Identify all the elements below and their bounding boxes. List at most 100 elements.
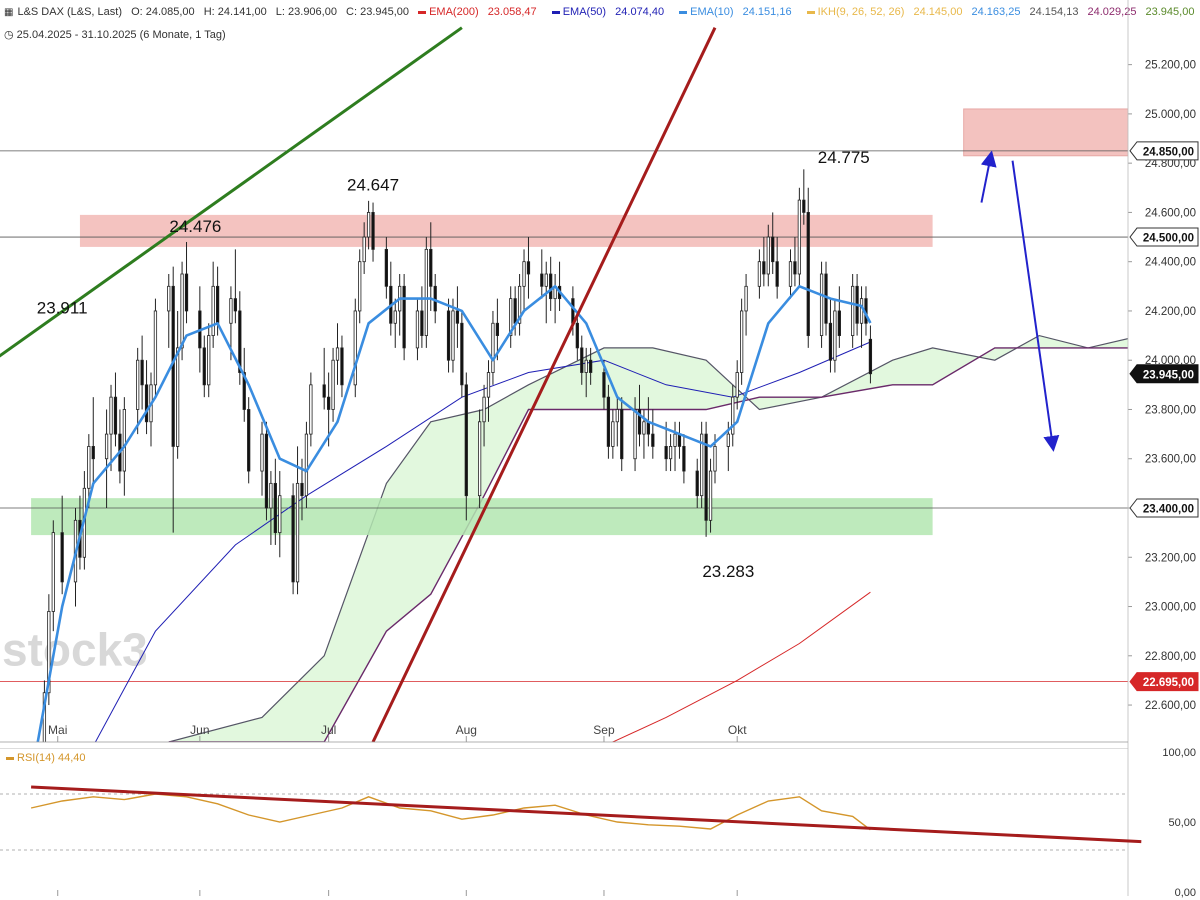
candle xyxy=(233,249,237,324)
candle xyxy=(859,286,864,348)
candle-body xyxy=(153,310,158,386)
candle-body xyxy=(651,433,655,447)
rsi-panel xyxy=(0,748,1142,851)
rsi-tick-label: 0,00 xyxy=(1175,887,1196,899)
candle xyxy=(682,434,686,484)
candle-body xyxy=(819,273,824,336)
candle-body xyxy=(104,433,109,460)
candle-body xyxy=(242,372,246,410)
candle-body xyxy=(47,611,51,694)
price-tag-box xyxy=(1129,141,1199,161)
candle xyxy=(371,202,375,262)
candle-body xyxy=(87,446,91,489)
candle-body xyxy=(478,421,482,497)
candle xyxy=(60,495,64,595)
candle-body xyxy=(482,396,486,423)
legend-ikh-label: IKH(9, 26, 52, 26) xyxy=(817,6,905,18)
candle xyxy=(291,483,295,595)
candle-body xyxy=(611,421,615,447)
candle xyxy=(819,261,824,348)
watermark: stock3 xyxy=(2,624,148,676)
candle-body xyxy=(549,273,553,300)
candle xyxy=(167,274,171,348)
candle-body xyxy=(633,409,637,460)
candle xyxy=(113,372,118,447)
candle xyxy=(762,237,766,287)
chart-legend: ▦ L&S DAX (L&S, Last) O: 24.085,00 H: 24.… xyxy=(4,6,1200,18)
legend-ikh-v5: 23.945,00 xyxy=(1145,6,1195,18)
candle-body xyxy=(837,310,841,336)
legend-ikh-v4: 24.029,25 xyxy=(1087,6,1137,18)
candle-body xyxy=(202,347,206,386)
legend-ikh-v3: 24.154,13 xyxy=(1029,6,1079,18)
candle xyxy=(833,298,837,373)
legend-close: C: 23.945,00 xyxy=(346,6,410,18)
legend-ema10: EMA(10) 24.151,16 xyxy=(679,6,797,18)
up-arrow xyxy=(980,150,997,203)
candle-body xyxy=(491,322,495,373)
main-plot: stock3 24.476 24.647 24.775 23.911 23.283 xyxy=(0,26,1128,742)
price-tag-label: 24.850,00 xyxy=(1143,146,1194,158)
rsi-tick-label: 100,00 xyxy=(1162,747,1196,759)
date-range: ◷ 25.04.2025 - 31.10.2025 (6 Monate, 1 T… xyxy=(4,28,226,41)
candle xyxy=(757,249,762,299)
legend-instrument: L&S DAX (L&S, Last) xyxy=(17,6,122,18)
candle xyxy=(491,310,495,385)
candle xyxy=(331,347,335,422)
rsi-label: RSI(14) xyxy=(17,752,55,764)
candle xyxy=(606,384,611,459)
price-tag: 23.400,00 xyxy=(1129,498,1199,518)
candle xyxy=(851,274,855,348)
candle-body xyxy=(144,384,149,423)
candle-body xyxy=(775,261,779,287)
candle-body xyxy=(273,482,277,534)
candle-body xyxy=(766,236,770,275)
candle-body xyxy=(513,298,517,324)
y-tick-label: 22.600,00 xyxy=(1145,700,1196,712)
candle-body xyxy=(704,433,708,521)
candle xyxy=(247,397,251,484)
candle-body xyxy=(522,261,526,287)
candle-body xyxy=(327,396,331,410)
ema50-line xyxy=(94,341,871,742)
candle xyxy=(176,310,180,459)
candle-body xyxy=(136,359,140,410)
candle-body xyxy=(122,409,126,472)
candle-body xyxy=(229,298,233,324)
legend-ema200-value: 23.058,47 xyxy=(487,6,537,18)
legend-low: L: 23.906,00 xyxy=(275,6,337,18)
candle-body xyxy=(793,261,797,275)
legend-ema10-label: EMA(10) xyxy=(690,6,734,18)
x-tick-label: Aug xyxy=(456,723,477,737)
x-tick-label: Okt xyxy=(728,723,747,737)
y-tick-label: 23.800,00 xyxy=(1145,404,1196,416)
x-tick-label: Sep xyxy=(593,723,615,737)
candle-body xyxy=(708,470,713,521)
candle-body xyxy=(451,310,455,361)
candle-body xyxy=(575,322,579,349)
y-tick-label: 25.000,00 xyxy=(1145,109,1196,121)
candle-body xyxy=(393,310,397,324)
candle xyxy=(149,372,153,447)
candle xyxy=(584,347,588,398)
candle xyxy=(460,310,464,398)
candle-body xyxy=(233,298,237,312)
candle-body xyxy=(589,359,593,373)
candle xyxy=(207,323,211,398)
candle-body xyxy=(868,338,873,375)
y-axis: 22.600,00 22.800,00 23.000,00 23.200,00 23.4… xyxy=(1127,0,1199,896)
candle xyxy=(766,224,770,287)
candle-body xyxy=(642,421,646,435)
candle-body xyxy=(211,285,215,336)
candle-body xyxy=(788,261,793,287)
candle xyxy=(700,421,704,508)
candle-body xyxy=(806,212,810,336)
y-tick-label: 24.200,00 xyxy=(1145,306,1196,318)
candle-body xyxy=(167,285,171,312)
candle xyxy=(806,187,810,348)
candle-body xyxy=(446,310,451,361)
candle xyxy=(740,298,744,385)
candle xyxy=(731,384,735,447)
candle xyxy=(335,323,340,385)
